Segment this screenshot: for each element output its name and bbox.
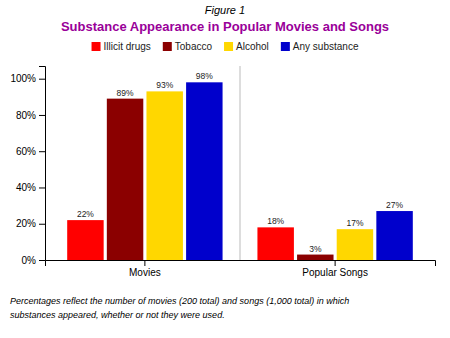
tick-label: 80%	[16, 110, 36, 121]
tick-label: Movies	[129, 267, 161, 278]
tick-mark	[335, 260, 336, 266]
data-label: 93%	[156, 80, 173, 90]
x-tick: Popular Songs	[302, 260, 368, 278]
tick-mark	[39, 151, 45, 152]
bar	[257, 227, 293, 260]
legend-item: Alcohol	[224, 41, 269, 52]
legend-swatch	[224, 42, 233, 51]
footnote: substances appeared, whether or not they…	[10, 310, 225, 320]
tick-label: 20%	[16, 218, 36, 229]
tick-label: 0%	[22, 255, 37, 266]
tick-label: 60%	[16, 146, 36, 157]
data-label: 98%	[196, 71, 213, 81]
tick-mark	[39, 260, 45, 261]
tick-mark	[144, 260, 145, 266]
subtitle: Figure 1	[205, 4, 245, 16]
y-tick: 80%	[16, 110, 45, 121]
axis-line	[39, 67, 46, 261]
data-label: 22%	[77, 209, 94, 219]
bar	[376, 211, 412, 260]
bar	[67, 220, 103, 260]
y-tick: 40%	[16, 182, 45, 193]
legend-label: Illicit drugs	[104, 41, 151, 52]
x-tick: Movies	[129, 260, 161, 278]
bar	[297, 255, 333, 260]
bar	[107, 99, 143, 260]
tick-label: 40%	[16, 182, 36, 193]
legend: Illicit drugs Tobacco Alcohol Any substance	[92, 41, 359, 52]
legend-item: Any substance	[281, 41, 359, 52]
data-labels: 22% 18% 89% 3% 93% 17% 98% 27%	[77, 71, 404, 253]
y-tick: 0%	[22, 255, 45, 266]
bar	[337, 229, 373, 260]
y-tick: 20%	[16, 218, 45, 229]
legend-label: Tobacco	[175, 41, 213, 52]
legend-label: Alcohol	[236, 41, 269, 52]
legend-swatch	[163, 42, 172, 51]
data-label: 3%	[309, 244, 322, 254]
y-tick: 60%	[16, 146, 45, 157]
divider	[240, 66, 241, 260]
data-label: 17%	[346, 218, 363, 228]
axis-line	[46, 261, 436, 267]
legend-item: Illicit drugs	[92, 41, 151, 52]
tick-label: Popular Songs	[302, 267, 368, 278]
legend-swatch	[92, 42, 101, 51]
bar	[146, 91, 182, 260]
footnote: Percentages reflect the number of movies…	[10, 296, 349, 306]
tick-mark	[39, 79, 45, 80]
y-axis: 0% 20% 40% 60% 80% 100%	[10, 67, 45, 266]
bar	[186, 82, 222, 260]
tick-mark	[39, 224, 45, 225]
data-label: 18%	[267, 216, 284, 226]
tick-mark	[39, 115, 45, 116]
tick-label: 100%	[10, 73, 36, 84]
tick-mark	[39, 187, 45, 188]
x-axis: Movies Popular Songs	[46, 260, 436, 278]
y-tick: 100%	[10, 73, 45, 84]
chart: Figure 1 Substance Appearance in Popular …	[0, 0, 450, 338]
data-label: 89%	[117, 88, 134, 98]
legend-item: Tobacco	[163, 41, 213, 52]
bars	[67, 82, 413, 260]
plot: 0% 20% 40% 60% 80% 100% Movies Popular Songs 22%…	[10, 66, 435, 278]
title: Substance Appearance in Popular Movies a…	[61, 19, 389, 34]
legend-label: Any substance	[293, 41, 359, 52]
data-label: 27%	[386, 200, 403, 210]
legend-swatch	[281, 42, 290, 51]
